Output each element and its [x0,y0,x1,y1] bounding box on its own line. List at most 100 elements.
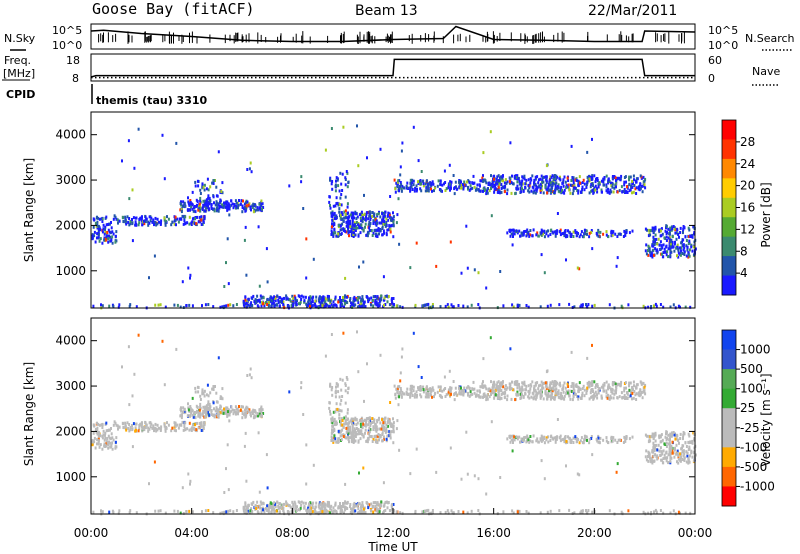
power-point [108,230,111,234]
velocity-point [399,387,402,390]
power-point [348,220,351,224]
power-point [395,181,398,185]
power-point [399,305,402,309]
velocity-point [692,451,695,455]
velocity-point [441,395,443,399]
velocity-point [334,437,337,441]
velocity-point [555,437,558,441]
power-point [201,182,204,186]
velocity-point [203,389,206,393]
power-point [494,183,497,186]
power-point [363,212,366,216]
velocity-point [101,447,104,451]
velocity-point [536,393,539,397]
power-point [573,183,576,187]
power-point [551,230,554,234]
power-point [422,182,425,186]
power-point [555,181,558,185]
power-point [103,232,106,236]
velocity-point [106,437,109,440]
power-point [340,193,343,196]
power-point [577,189,580,193]
power-point [343,210,346,214]
velocity-point [387,420,390,423]
velocity-point [593,380,596,384]
velocity-point [383,504,385,508]
power-point [667,236,670,240]
power-point [675,231,678,235]
power-point [533,183,536,187]
power-point [625,231,628,234]
power-point [458,179,461,182]
power-point [534,175,537,179]
power-point [555,231,558,235]
power-point [156,222,159,226]
power-point [216,194,219,198]
power-point [334,231,337,235]
power-point [499,178,502,181]
velocity-point [339,422,342,426]
velocity-point [107,434,110,438]
power-point [628,178,630,182]
velocity-point [524,435,527,439]
power-point [512,235,514,238]
power-point [92,225,95,229]
velocity-point [639,388,642,392]
velocity-point [443,388,445,392]
velocity-point [524,392,527,395]
velocity-point [400,395,403,399]
velocity-point [96,421,98,425]
power-point [103,238,106,242]
power-point [297,294,300,298]
velocity-point [373,435,376,439]
power-point [602,232,605,236]
power-point [207,188,210,192]
power-point [502,179,505,183]
power-point [600,188,603,192]
velocity-point [541,435,544,439]
velocity-point [392,503,395,506]
power-point [513,176,516,180]
power-point [177,220,180,224]
velocity-point [351,424,354,428]
power-point [518,182,521,186]
power-point [93,234,96,238]
velocity-point [194,386,197,390]
power-point [194,210,197,214]
power-point [200,223,203,226]
velocity-point [624,381,627,385]
velocity-point [105,429,108,433]
power-point [163,177,166,181]
velocity-point [378,434,381,438]
velocity-point [341,423,344,427]
velocity-point [511,438,514,442]
power-point [337,234,340,238]
power-point [499,270,502,273]
velocity-point [590,384,593,387]
power-point [542,180,545,184]
power-point [188,303,191,307]
velocity-point [374,440,377,444]
velocity-point [383,437,385,441]
velocity-point [553,396,556,400]
velocity-point [549,435,552,439]
velocity-point [469,393,472,397]
power-point [607,187,609,191]
power-point [221,191,224,195]
velocity-point [569,389,572,393]
velocity-point [373,418,376,422]
velocity-point [191,396,194,400]
power-point [203,183,206,187]
velocity-point [241,410,244,414]
velocity-point [671,433,674,437]
velocity-point [165,425,168,429]
power-point [462,183,464,186]
power-point [682,238,685,242]
velocity-point [672,431,675,434]
power-point [665,235,668,239]
power-point [416,187,418,191]
velocity-point [409,395,412,399]
velocity-point [581,391,584,395]
power-point [506,180,509,184]
